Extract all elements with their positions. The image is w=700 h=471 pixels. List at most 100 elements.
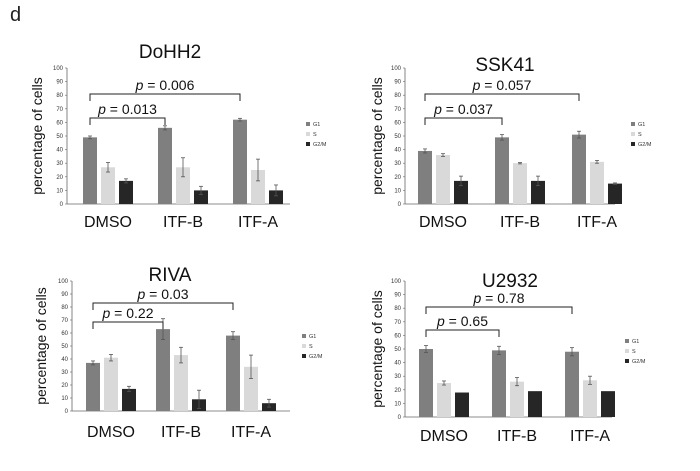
legend-label: G1: [638, 122, 645, 128]
bar: [590, 161, 604, 204]
y-tick-label: 70: [61, 318, 68, 324]
bar: [251, 170, 265, 204]
significance-bracket: [89, 93, 241, 101]
y-tick-label: 60: [394, 333, 401, 339]
y-tick-label: 30: [394, 161, 401, 167]
y-tick-label: 20: [394, 175, 401, 181]
p-value-label: p = 0.22: [102, 305, 154, 321]
y-tick-label: 40: [394, 361, 401, 367]
legend-swatch: [302, 344, 306, 348]
x-category-label: ITF-A: [231, 424, 271, 441]
y-tick-label: 20: [56, 175, 63, 181]
y-tick-label: 0: [65, 409, 69, 415]
bar: [269, 190, 283, 204]
bar: [513, 163, 527, 204]
y-tick-label: 40: [394, 148, 401, 154]
y-tick-label: 10: [394, 188, 401, 194]
legend-swatch: [625, 349, 629, 353]
y-tick-label: 0: [398, 202, 402, 208]
y-tick-label: 50: [61, 344, 68, 350]
y-tick-label: 50: [56, 134, 63, 140]
y-tick-label: 90: [394, 293, 401, 299]
legend-label: G1: [313, 122, 320, 128]
bar: [233, 119, 247, 204]
y-tick-label: 60: [394, 120, 401, 126]
y-tick-label: 70: [56, 107, 63, 113]
bar: [528, 391, 542, 417]
bar: [194, 190, 208, 204]
bar: [244, 366, 258, 411]
y-tick-label: 0: [60, 202, 64, 208]
y-tick-label: 30: [56, 161, 63, 167]
significance-bracket: [92, 321, 164, 329]
y-tick-label: 10: [61, 396, 68, 402]
bar: [86, 362, 100, 411]
y-tick-label: 30: [61, 370, 68, 376]
y-tick-label: 50: [394, 347, 401, 353]
bar: [495, 137, 509, 204]
x-category-label: ITF-B: [497, 428, 537, 445]
y-tick-label: 20: [394, 388, 401, 394]
y-tick-label: 20: [61, 383, 68, 389]
legend-label: S: [309, 344, 313, 350]
bar: [601, 391, 615, 417]
x-category-label: DMSO: [87, 424, 135, 441]
y-tick-label: 40: [61, 357, 68, 363]
p-value-label: p = 0.03: [137, 286, 189, 302]
y-tick-label: 70: [394, 320, 401, 326]
y-tick-label: 30: [394, 374, 401, 380]
significance-bracket: [425, 306, 573, 314]
bar: [510, 381, 524, 417]
y-tick-label: 10: [394, 401, 401, 407]
bar: [101, 167, 115, 204]
bar: [176, 167, 190, 204]
y-axis-label: percentage of cells: [33, 287, 49, 405]
bar: [454, 180, 468, 204]
significance-bracket: [425, 329, 500, 337]
y-tick-label: 40: [56, 148, 63, 154]
y-tick-label: 70: [394, 107, 401, 113]
x-category-label: ITF-B: [500, 214, 540, 231]
bar: [436, 155, 450, 204]
x-category-label: ITF-B: [163, 214, 203, 231]
legend-swatch: [625, 339, 629, 343]
y-tick-label: 90: [56, 80, 63, 86]
p-value-label: p = 0.65: [436, 313, 488, 329]
legend-label: S: [632, 349, 636, 355]
y-tick-label: 10: [56, 188, 63, 194]
p-value-label: p = 0.013: [97, 101, 157, 117]
bar: [572, 134, 586, 204]
bar: [174, 355, 188, 411]
bar: [437, 383, 451, 417]
y-tick-label: 80: [394, 306, 401, 312]
bar: [119, 180, 133, 204]
p-value-label: p = 0.78: [473, 290, 525, 306]
significance-bracket: [92, 302, 234, 310]
y-tick-label: 50: [394, 134, 401, 140]
bar: [492, 350, 506, 417]
p-value-label: p = 0.006: [135, 77, 195, 93]
bar: [156, 329, 170, 411]
legend-label: S: [638, 132, 642, 138]
chart-title: RIVA: [149, 265, 192, 286]
legend-swatch: [306, 142, 310, 146]
x-category-label: DMSO: [84, 214, 132, 231]
y-tick-label: 80: [61, 305, 68, 311]
y-tick-label: 100: [53, 66, 64, 72]
bar: [455, 392, 469, 417]
bar: [419, 349, 433, 417]
legend-swatch: [625, 359, 629, 363]
legend-swatch: [631, 142, 635, 146]
y-axis-label: percentage of cells: [29, 77, 45, 195]
bar: [583, 380, 597, 417]
p-value-label: p = 0.037: [433, 101, 493, 117]
bar: [531, 180, 545, 204]
chart-title: SSK41: [475, 55, 534, 76]
legend-swatch: [306, 122, 310, 126]
y-tick-label: 80: [394, 93, 401, 99]
x-category-label: ITF-A: [238, 214, 278, 231]
y-axis-label: percentage of cells: [369, 290, 385, 408]
significance-bracket: [424, 117, 503, 125]
y-tick-label: 90: [61, 292, 68, 298]
